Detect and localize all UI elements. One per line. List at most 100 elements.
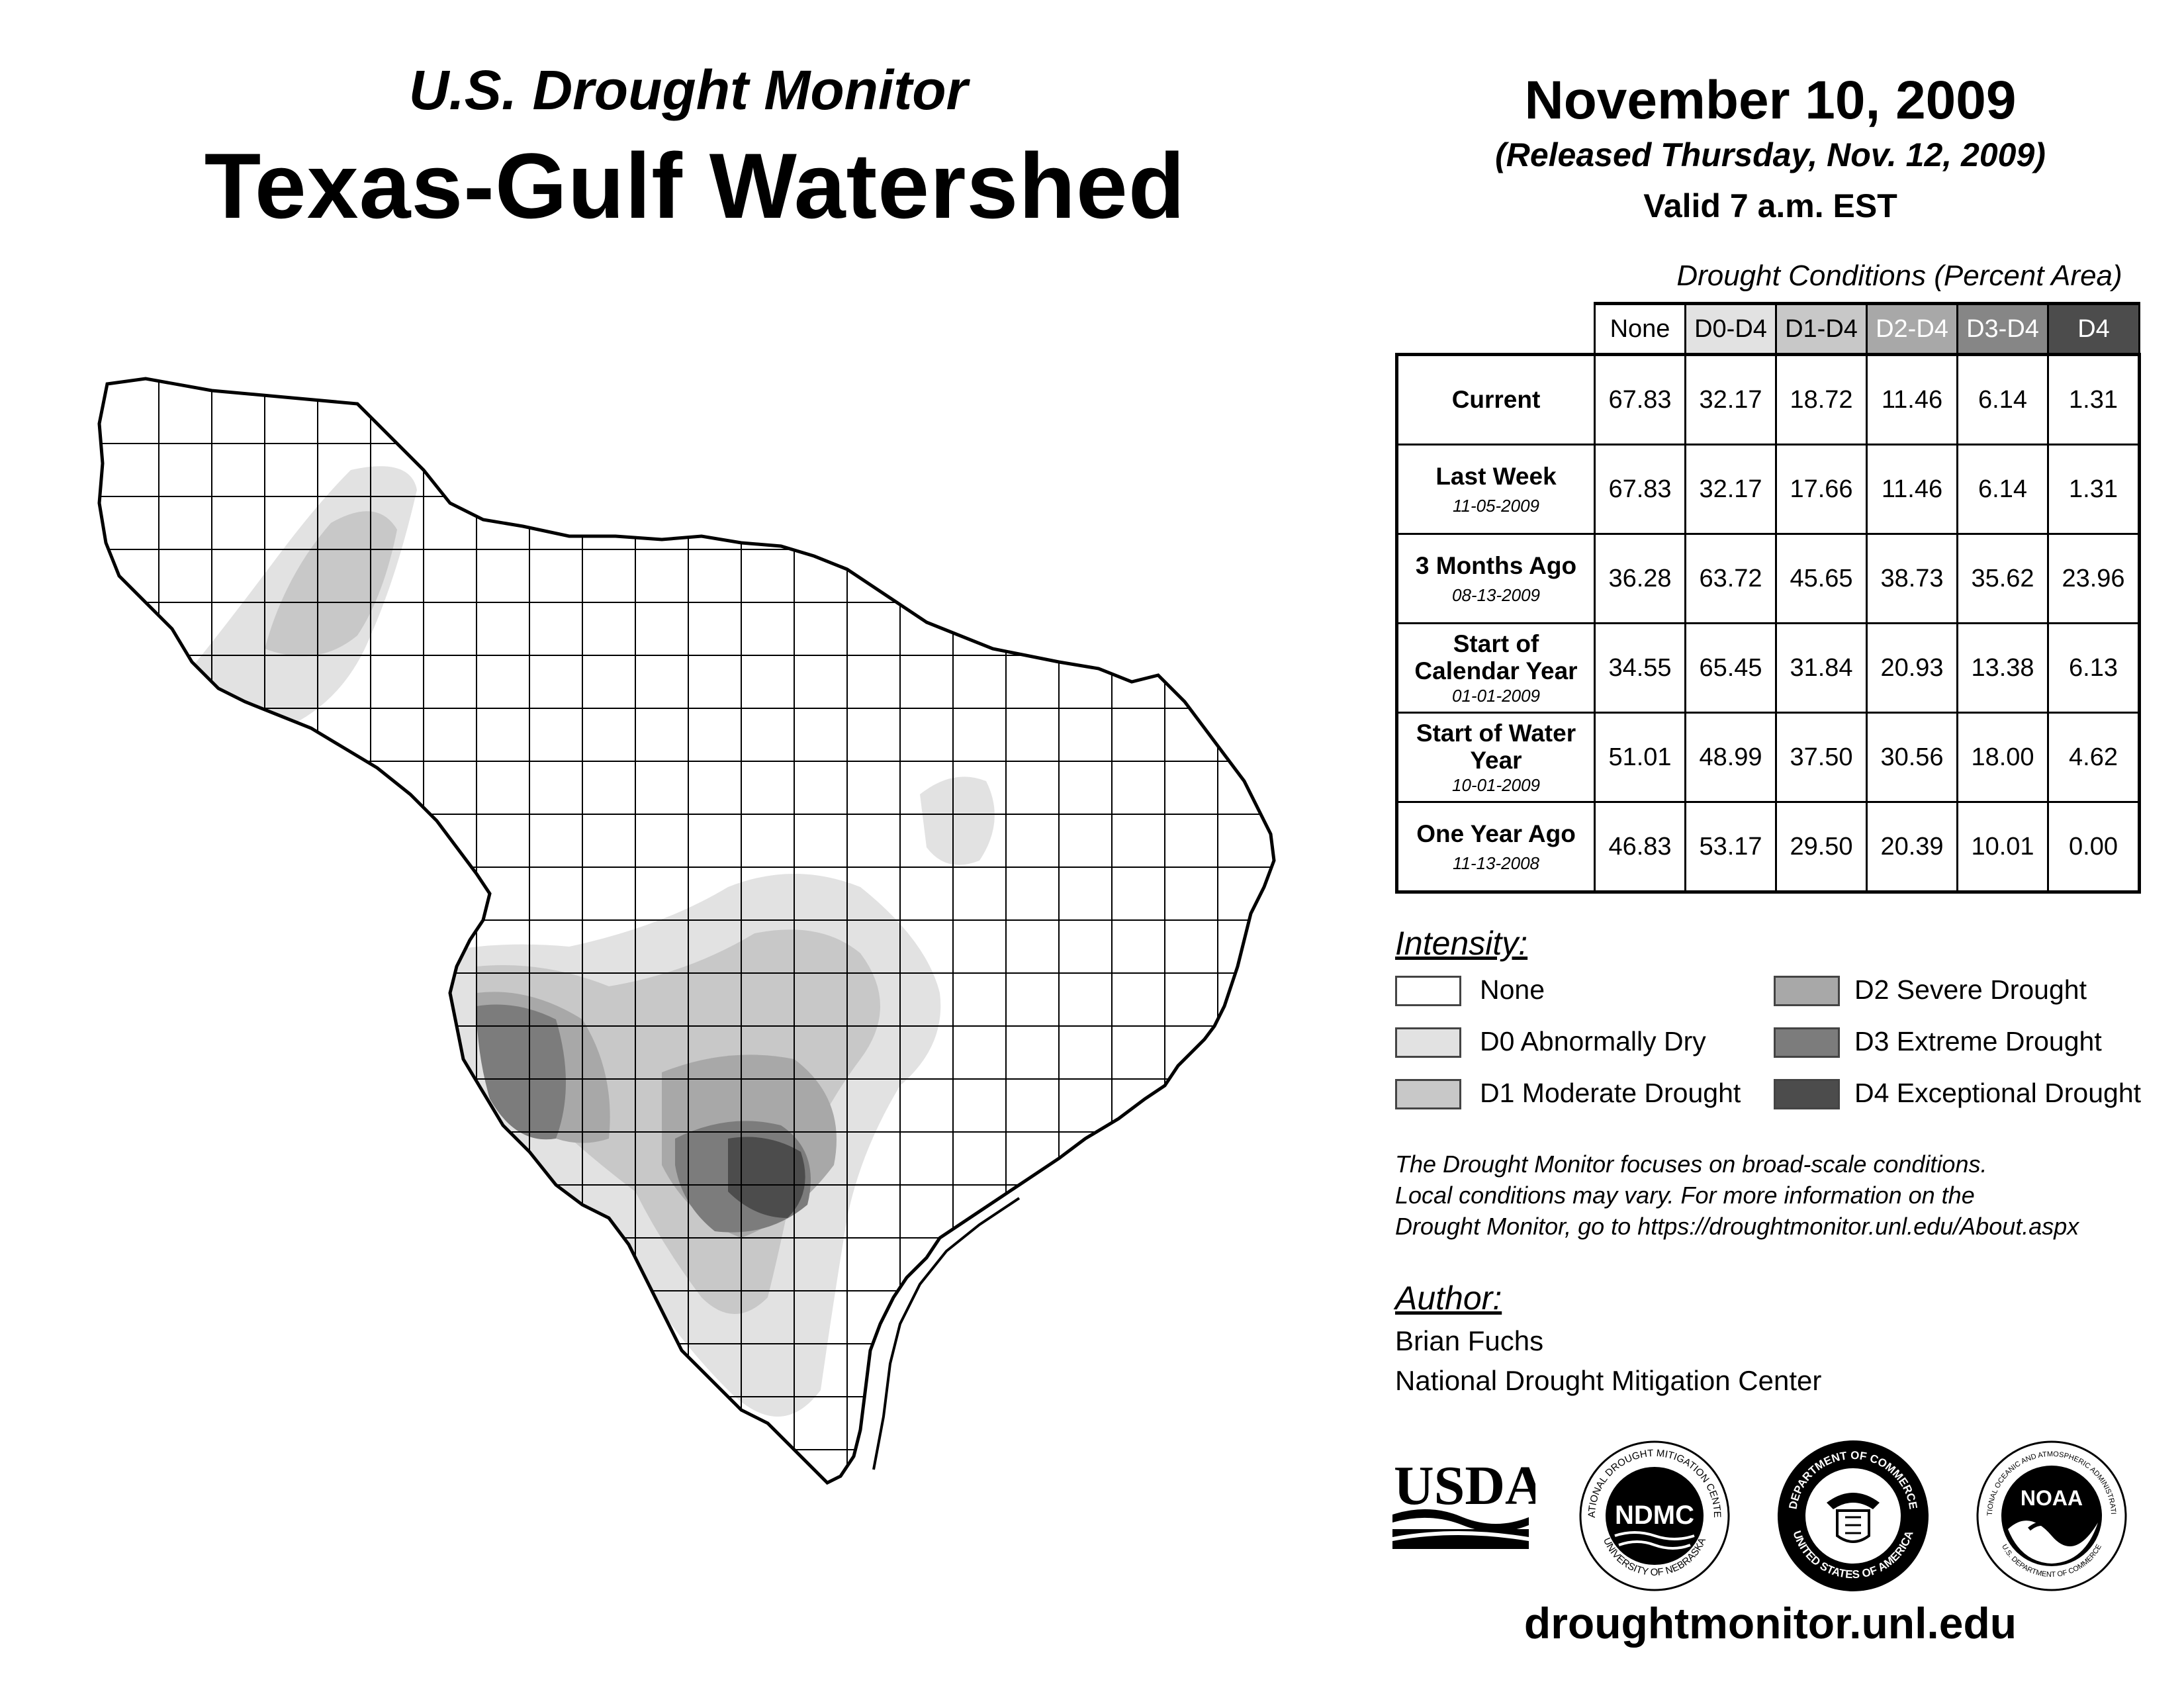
table-cell: 18.00 (1956, 712, 2049, 803)
table-cell: 6.14 (1956, 353, 2049, 445)
d4-region-coast (728, 1137, 805, 1218)
usda-logo-text: USDA (1394, 1456, 1535, 1517)
table-cell: 36.28 (1594, 533, 1686, 624)
table-cell: 6.14 (1956, 444, 2049, 535)
table-cell: 35.62 (1956, 533, 2049, 624)
legend-swatch (1774, 1027, 1840, 1058)
drought-conditions-table: None D0-D4 D1-D4 D2-D4 D3-D4 D4 Current … (1395, 302, 2141, 894)
table-cell: 11.46 (1866, 353, 1958, 445)
row-date: 11-13-2008 (1452, 853, 1540, 874)
table-cell: 0.00 (2047, 801, 2140, 893)
legend-swatch (1395, 1027, 1461, 1058)
table-caption: Drought Conditions (Percent Area) (1676, 259, 2122, 292)
legend-label: None (1480, 974, 1545, 1005)
table-cell: 67.83 (1594, 444, 1686, 535)
table-cell: 11.46 (1866, 444, 1958, 535)
map-subtitle: U.S. Drought Monitor (408, 59, 968, 121)
legend-title: Intensity: (1395, 925, 1528, 962)
map-date: November 10, 2009 (1524, 70, 2017, 130)
row-label-text: One Year Ago (1416, 820, 1576, 847)
legend-label: D3 Extreme Drought (1854, 1026, 2102, 1056)
row-label-text: 3 Months Ago (1415, 551, 1577, 579)
column-header-d4: D4 (2047, 302, 2140, 355)
barrier-islands (872, 1197, 1021, 1470)
row-label-text: Current (1451, 386, 1541, 414)
table-cell: 18.72 (1775, 353, 1868, 445)
table-cell: 29.50 (1775, 801, 1868, 893)
ndmc-logo-icon: NATIONAL DROUGHT MITIGATION CENTER UNIVE… (1575, 1436, 1730, 1591)
d0-region-east (920, 776, 995, 865)
table-cell: 63.72 (1684, 533, 1777, 624)
d1-region-panhandle (265, 511, 397, 657)
legend-label: D1 Moderate Drought (1480, 1078, 1741, 1108)
table-cell: 4.62 (2047, 712, 2140, 803)
website-link[interactable]: droughtmonitor.unl.edu (1524, 1599, 2017, 1648)
map-title: Texas-Gulf Watershed (204, 134, 1186, 238)
legend-swatch (1395, 1079, 1461, 1109)
author-name: Brian Fuchs (1395, 1325, 1544, 1356)
column-header-none: None (1594, 302, 1686, 355)
table-cell: 67.83 (1594, 353, 1686, 445)
table-cell: 30.56 (1866, 712, 1958, 803)
table-cell: 1.31 (2047, 353, 2140, 445)
table-cell: 46.83 (1594, 801, 1686, 893)
table-cell: 45.65 (1775, 533, 1868, 624)
legend-label: D4 Exceptional Drought (1854, 1078, 2142, 1108)
legend-swatch (1774, 976, 1840, 1006)
table-cell: 23.96 (2047, 533, 2140, 624)
column-header-d0-d4: D0-D4 (1684, 302, 1777, 355)
row-label-text: Start of Water Year (1416, 720, 1576, 774)
legend-swatch (1774, 1079, 1840, 1109)
table-row: One Year Ago 11-13-2008 46.83 53.17 29.50… (1396, 801, 2140, 893)
table-cell: 10.01 (1956, 801, 2049, 893)
table-row: Last Week 11-05-2009 67.83 32.17 17.66 11… (1396, 444, 2140, 535)
table-cell: 17.66 (1775, 444, 1868, 535)
row-date: 11-05-2009 (1452, 496, 1540, 516)
noaa-logo-text: NOAA (2021, 1486, 2083, 1510)
valid-time: Valid 7 a.m. EST (1643, 187, 1897, 224)
row-date: 01-01-2009 (1452, 685, 1540, 706)
table-cell: 48.99 (1684, 712, 1777, 803)
author-organization: National Drought Mitigation Center (1395, 1365, 1822, 1396)
table-cell: 20.93 (1866, 622, 1958, 714)
table-row: 3 Months Ago 08-13-2009 36.28 63.72 45.65… (1396, 533, 2140, 624)
table-cell: 31.84 (1775, 622, 1868, 714)
table-row: Start of Calendar Year 01-01-2009 34.55 6… (1396, 622, 2140, 714)
table-cell: 53.17 (1684, 801, 1777, 893)
author-heading: Author: (1395, 1280, 1502, 1317)
watershed-outline (97, 377, 1276, 1485)
table-cell: 37.50 (1775, 712, 1868, 803)
table-cell: 20.39 (1866, 801, 1958, 893)
table-cell: 51.01 (1594, 712, 1686, 803)
drought-map (97, 377, 1276, 1485)
column-header-d3-d4: D3-D4 (1956, 302, 2049, 355)
row-label: One Year Ago 11-13-2008 (1396, 801, 1596, 893)
note-line: Local conditions may vary. For more info… (1395, 1181, 1975, 1209)
d3-region-southwest (477, 1004, 566, 1140)
table-corner (1396, 303, 1595, 355)
table-cell: 1.31 (2047, 444, 2140, 535)
table-cell: 38.73 (1866, 533, 1958, 624)
column-header-d1-d4: D1-D4 (1775, 302, 1868, 355)
row-label: Start of Water Year 10-01-2009 (1396, 712, 1596, 803)
legend-label: D2 Severe Drought (1854, 974, 2087, 1005)
disclaimer-note: The Drought Monitor focuses on broad-sca… (1395, 1149, 2183, 1242)
noaa-logo-icon: NATIONAL OCEANIC AND ATMOSPHERIC ADMINIS… (1972, 1436, 2127, 1591)
department-of-commerce-seal-icon: DEPARTMENT OF COMMERCE UNITED STATES OF … (1778, 1440, 1929, 1591)
row-date: 10-01-2009 (1452, 774, 1540, 795)
table-cell: 32.17 (1684, 444, 1777, 535)
ndmc-logo-text: NDMC (1615, 1501, 1694, 1530)
table-row: Start of Water Year 10-01-2009 51.01 48.9… (1396, 712, 2140, 803)
table-row: Current 67.83 32.17 18.72 11.46 6.14 1.3… (1396, 353, 2140, 445)
usda-logo-icon: USDA (1392, 1456, 1535, 1549)
column-header-d2-d4: D2-D4 (1866, 302, 1958, 355)
table-cell: 65.45 (1684, 622, 1777, 714)
table-header-row: None D0-D4 D1-D4 D2-D4 D3-D4 D4 (1396, 302, 2140, 355)
table-cell: 13.38 (1956, 622, 2049, 714)
row-label-text: Last Week (1435, 462, 1557, 490)
row-date: 08-13-2009 (1452, 585, 1540, 606)
row-label: Start of Calendar Year 01-01-2009 (1396, 622, 1596, 714)
legend-label: D0 Abnormally Dry (1480, 1026, 1706, 1056)
legend-swatch (1395, 976, 1461, 1006)
note-line: The Drought Monitor focuses on broad-sca… (1395, 1150, 1987, 1178)
